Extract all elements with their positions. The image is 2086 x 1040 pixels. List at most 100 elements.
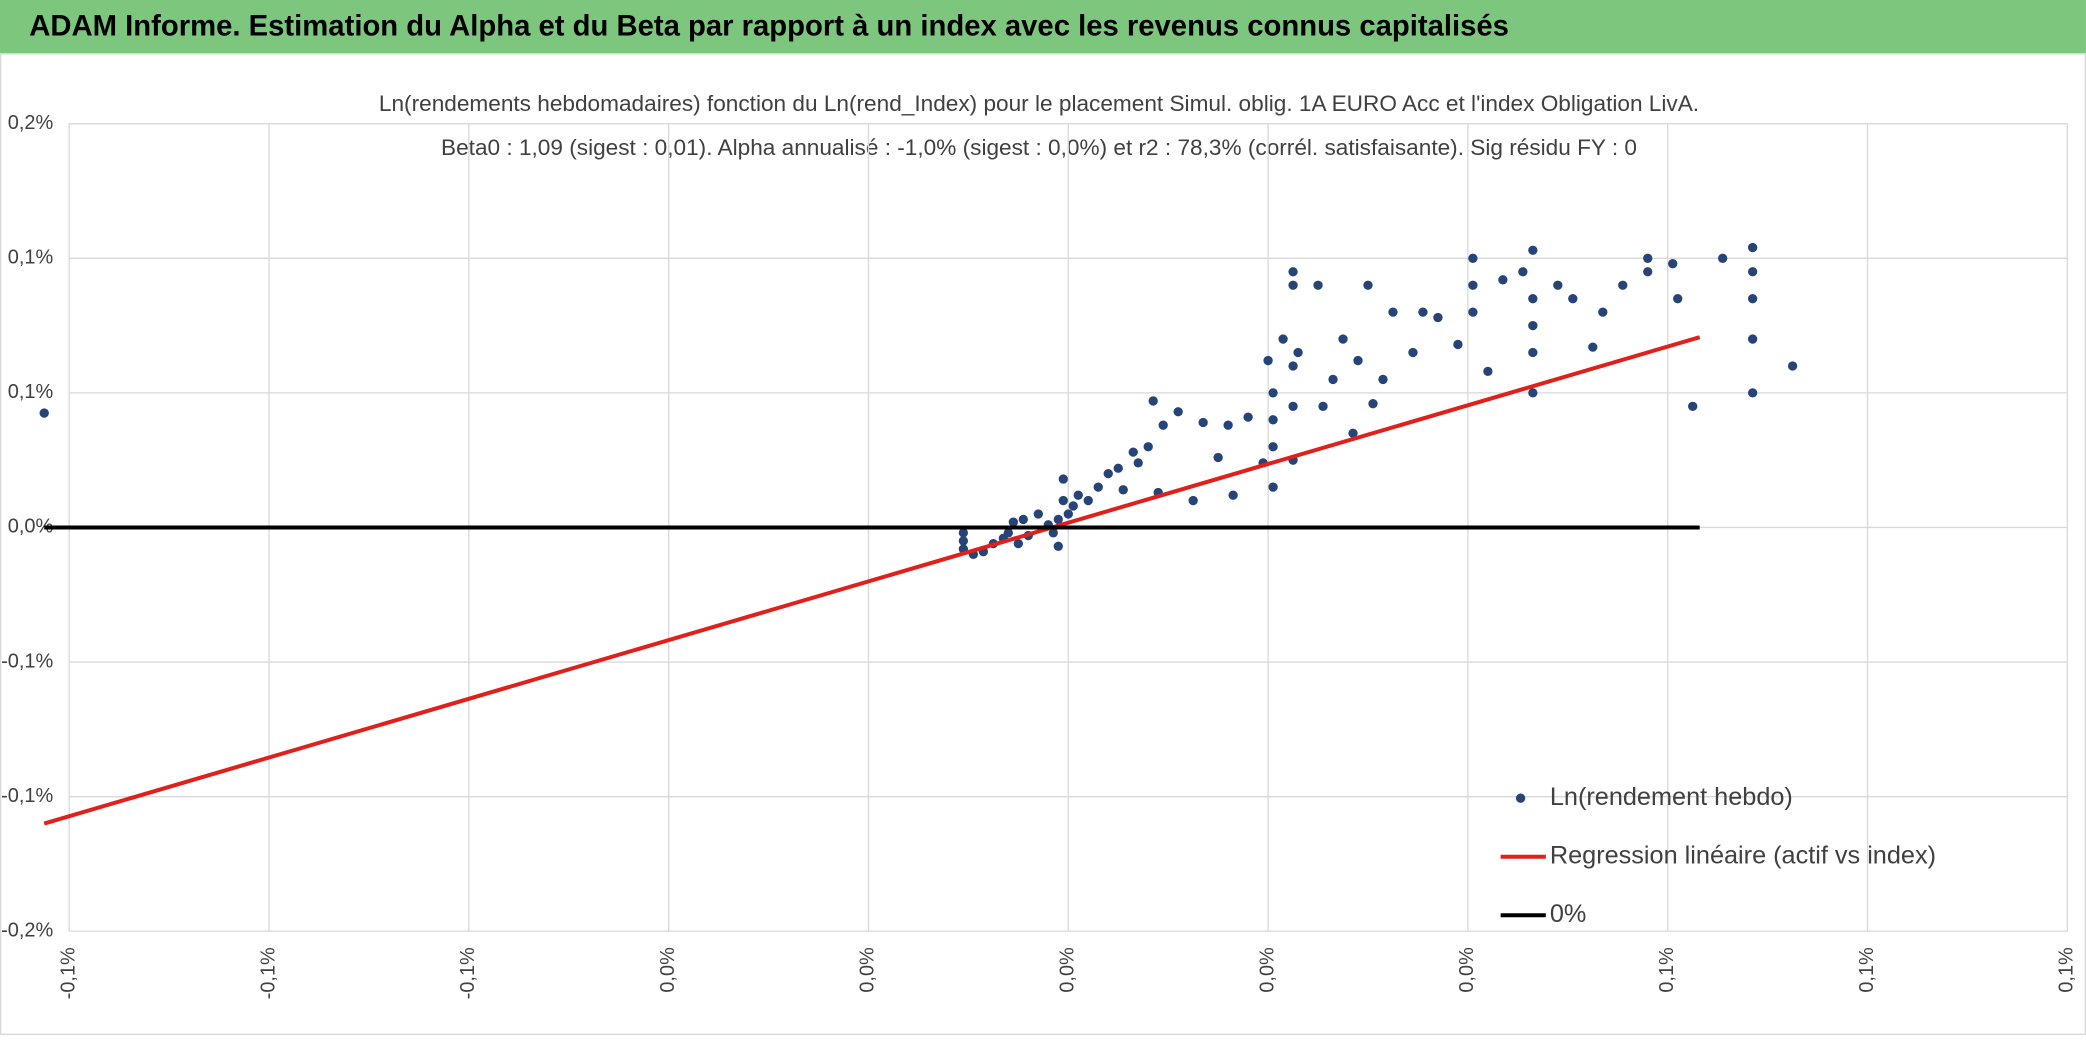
- scatter-point: [1673, 294, 1683, 304]
- scatter-point: [1118, 485, 1128, 495]
- scatter-point: [1013, 538, 1023, 549]
- line: [43, 335, 1701, 826]
- scatter-point: [1747, 294, 1758, 304]
- scatter-point: [1033, 509, 1043, 519]
- scatter-point: [1128, 447, 1138, 457]
- scatter-point: [1483, 366, 1493, 377]
- scatter-point: [1173, 407, 1183, 417]
- x-tick-label: 0,1%: [1656, 947, 1678, 993]
- scatter-point: [1388, 307, 1398, 317]
- scatter-point: [1688, 401, 1698, 412]
- scatter-point: [1243, 412, 1253, 422]
- scatter-point: [1278, 334, 1288, 344]
- scatter-point: [1318, 401, 1328, 412]
- scatter-point: [1787, 361, 1798, 371]
- scatter-point: [1313, 280, 1323, 290]
- scatter-point: [1053, 514, 1063, 525]
- scatter-point: [1378, 374, 1388, 385]
- scatter-point: [1288, 280, 1298, 290]
- scatter-point: [1068, 501, 1078, 511]
- legend-label: Regression linéaire (actif vs index): [1550, 841, 1936, 869]
- legend-swatch: [1515, 793, 1526, 803]
- scatter-point: [1268, 415, 1278, 425]
- scatter-point: [1288, 267, 1298, 277]
- scatter-point: [1598, 307, 1608, 317]
- scatter-point: [1468, 307, 1478, 317]
- x-tick-label: -0,1%: [257, 947, 279, 999]
- scatter-point: [1058, 495, 1068, 506]
- scatter-point: [1498, 275, 1508, 285]
- scatter-point: [39, 408, 49, 418]
- y-tick-label: -0,2%: [1, 919, 53, 941]
- scatter-point: [1133, 458, 1143, 468]
- scatter-point: [1363, 280, 1373, 290]
- scatter-point: [1288, 361, 1298, 371]
- scatter-point: [1338, 334, 1348, 344]
- x-tick-label: 0,0%: [1057, 947, 1079, 993]
- x-tick-label: -0,1%: [457, 947, 479, 999]
- x-tick-label: 0,0%: [657, 947, 679, 993]
- scatter-point: [1223, 420, 1233, 430]
- y-tick-label: 0,1%: [8, 247, 54, 269]
- scatter-point: [1528, 347, 1538, 358]
- y-tick-label: 0,0%: [8, 516, 54, 538]
- scatter-point: [1198, 417, 1208, 428]
- chart-title: Ln(rendements hebdomadaires) fonction du…: [379, 91, 1699, 116]
- scatter-point: [1268, 388, 1278, 398]
- scatter-point: [1453, 339, 1463, 350]
- x-tick-label: -0,1%: [57, 947, 79, 999]
- scatter-point: [1747, 388, 1758, 398]
- scatter-point: [1003, 528, 1013, 538]
- scatter-point: [1468, 280, 1478, 290]
- legend-label: Ln(rendement hebdo): [1550, 783, 1793, 811]
- y-tick-label: -0,1%: [1, 650, 53, 672]
- scatter-point: [1228, 490, 1238, 500]
- y-tick-label: 0,2%: [8, 112, 54, 134]
- scatter-point: [1058, 474, 1068, 484]
- scatter-point: [1368, 399, 1378, 409]
- scatter-point: [1618, 280, 1628, 290]
- scatter-point: [1568, 294, 1578, 304]
- scatter-point: [1643, 267, 1653, 277]
- scatter-point: [1718, 253, 1728, 263]
- scatter-point: [1053, 541, 1063, 551]
- scatter-point: [1018, 514, 1028, 525]
- header-bar: [0, 0, 2086, 54]
- scatter-point: [1643, 253, 1653, 263]
- scatter-point: [1263, 355, 1273, 366]
- scatter-point: [1143, 442, 1153, 452]
- chart-border: [0, 53, 2086, 1035]
- scatter-point: [1063, 509, 1073, 519]
- y-tick-label: -0,1%: [1, 785, 53, 807]
- scatter-point: [1468, 253, 1478, 263]
- scatter-point: [1288, 401, 1298, 412]
- x-tick-label: 0,0%: [1456, 947, 1478, 993]
- scatter-point: [1418, 307, 1428, 317]
- scatter-point: [1188, 495, 1198, 506]
- scatter-point: [1268, 482, 1278, 492]
- scatter-point: [1353, 355, 1363, 366]
- scatter-point: [1093, 482, 1103, 492]
- header-title: ADAM Informe. Estimation du Alpha et du …: [29, 11, 1509, 43]
- scatter-point: [1747, 267, 1758, 277]
- scatter-point: [1328, 374, 1338, 385]
- scatter-point: [1148, 396, 1158, 406]
- x-tick-label: 0,1%: [1856, 947, 1878, 993]
- scatter-point: [1348, 428, 1358, 438]
- scatter-point: [958, 528, 969, 538]
- scatter-point: [1213, 452, 1223, 463]
- scatter-point: [1103, 468, 1113, 479]
- scatter-point: [1048, 528, 1058, 538]
- scatter-point: [958, 536, 969, 546]
- scatter-point: [1158, 420, 1168, 430]
- scatter-point: [1433, 312, 1443, 323]
- scatter-point: [1528, 320, 1538, 331]
- x-tick-label: 0,1%: [2056, 947, 2078, 993]
- scatter-point: [1553, 280, 1563, 290]
- scatter-point: [1518, 267, 1528, 277]
- chart-title: Beta0 : 1,09 (sigest : 0,01). Alpha annu…: [441, 135, 1637, 160]
- scatter-point: [1528, 388, 1538, 398]
- scatter-point: [1588, 342, 1598, 352]
- y-tick-label: 0,1%: [8, 381, 54, 403]
